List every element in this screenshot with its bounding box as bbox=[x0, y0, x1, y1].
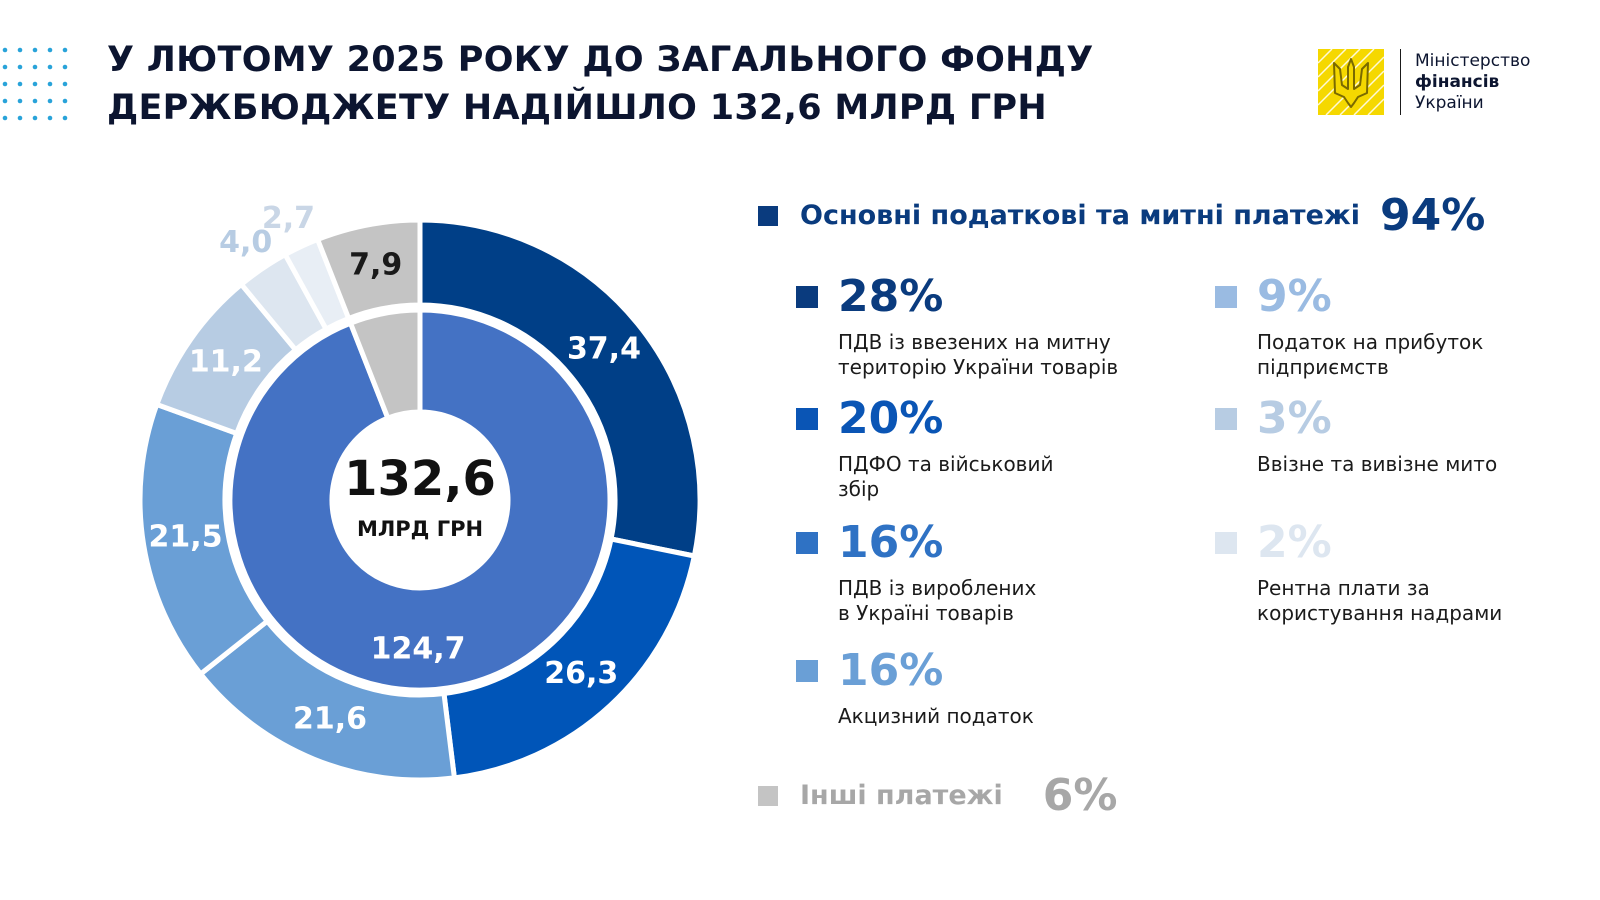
legend-percent: 16% bbox=[838, 645, 944, 696]
legend-swatch bbox=[796, 286, 818, 308]
logo-text: Міністерство фінансів України bbox=[1415, 51, 1530, 114]
data-label: 11,2 bbox=[189, 345, 263, 380]
other-group-heading: Інші платежі 6% bbox=[758, 770, 1117, 821]
donut-chart: 37,4 26,3 21,6 21,5 11,2 4,02,7 7,9 124,7 132,6 М… bbox=[137, 201, 703, 783]
logo-line-2: фінансів bbox=[1415, 71, 1500, 92]
data-label: 37,4 bbox=[567, 331, 641, 366]
title-line-1: У ЛЮТОМУ 2025 РОКУ ДО ЗАГАЛЬНОГО ФОНДУ bbox=[107, 40, 1094, 80]
title-line-2: ДЕРЖБЮДЖЕТУ НАДІЙШЛО 132,6 МЛРД ГРН bbox=[107, 88, 1047, 128]
logo-divider bbox=[1400, 49, 1401, 115]
data-label: 21,6 bbox=[293, 701, 367, 736]
legend-label: ПДВ із вироблених в Україні товарів bbox=[838, 576, 1037, 625]
legend-label: ПДВ із ввезених на митну територію Україн… bbox=[838, 330, 1119, 379]
legend-swatch bbox=[1215, 286, 1237, 308]
ministry-logo: Міністерство фінансів України bbox=[1318, 48, 1530, 116]
legend-percent: 20% bbox=[838, 393, 944, 444]
other-group-label: Інші платежі bbox=[800, 780, 1003, 811]
legend-label: Рентна плати за користування надрами bbox=[1257, 576, 1503, 625]
main-group-swatch bbox=[758, 205, 778, 226]
center-total: 132,6 bbox=[344, 451, 496, 507]
legend-label: ПДФО та військовий збір bbox=[838, 452, 1054, 501]
data-label: 21,5 bbox=[149, 520, 223, 555]
legend-label: Акцизний податок bbox=[838, 704, 1034, 728]
outer-ring-slice bbox=[314, 217, 423, 322]
legend-swatch bbox=[1215, 532, 1237, 554]
legend-percent: 28% bbox=[838, 271, 944, 322]
logo-line-3: України bbox=[1415, 92, 1484, 113]
legend-swatch bbox=[796, 532, 818, 554]
data-label: 124,7 bbox=[371, 631, 466, 666]
decorative-dots bbox=[2, 47, 68, 121]
data-label: 4,0 bbox=[219, 225, 272, 260]
legend-label: Ввізне та вивізне мито bbox=[1257, 452, 1498, 476]
legend-percent: 3% bbox=[1257, 393, 1332, 444]
outer-ring-slice bbox=[441, 536, 698, 781]
legend-swatch bbox=[796, 660, 818, 682]
legend-swatch bbox=[796, 408, 818, 430]
main-group-heading: Основні податкові та митні платежі 94% bbox=[758, 190, 1485, 241]
logo-line-1: Міністерство bbox=[1415, 50, 1531, 71]
other-group-swatch bbox=[758, 785, 778, 806]
data-label: 7,9 bbox=[349, 248, 402, 283]
center-unit: МЛРД ГРН bbox=[357, 517, 483, 541]
data-label: 2,7 bbox=[262, 201, 315, 236]
trident-emblem-icon bbox=[1318, 49, 1384, 115]
page-title: У ЛЮТОМУ 2025 РОКУ ДО ЗАГАЛЬНОГО ФОНДУ Д… bbox=[107, 36, 1094, 132]
legend-swatch bbox=[1215, 408, 1237, 430]
legend-percent: 2% bbox=[1257, 517, 1332, 568]
main-group-percent: 94% bbox=[1380, 190, 1486, 241]
legend-percent: 16% bbox=[838, 517, 944, 568]
main-group-label: Основні податкові та митні платежі bbox=[800, 200, 1360, 231]
legend-percent: 9% bbox=[1257, 271, 1332, 322]
other-group-percent: 6% bbox=[1042, 770, 1118, 821]
inner-ring-slice bbox=[347, 307, 423, 422]
outer-ring-slice bbox=[417, 217, 703, 559]
legend-label: Податок на прибуток підприємств bbox=[1257, 330, 1484, 379]
inner-ring-slice bbox=[227, 307, 613, 693]
data-label: 26,3 bbox=[544, 656, 618, 691]
